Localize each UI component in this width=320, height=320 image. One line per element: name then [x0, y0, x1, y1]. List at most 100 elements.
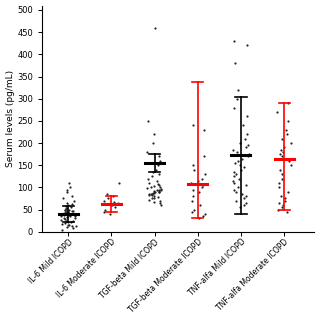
Point: [66, 222, 71, 228]
Point: [203, 172, 208, 177]
Point: [61, 210, 66, 215]
Point: [112, 205, 117, 210]
Point: [280, 136, 285, 141]
Point: [239, 191, 244, 196]
Point: [283, 127, 288, 132]
Point: [275, 109, 280, 115]
Point: [159, 186, 164, 191]
Point: [276, 156, 281, 161]
Point: [200, 185, 205, 190]
Point: [62, 220, 67, 225]
Point: [200, 176, 205, 181]
Point: [157, 200, 163, 205]
Point: [145, 176, 150, 181]
Point: [242, 165, 247, 170]
Point: [243, 183, 248, 188]
Point: [102, 198, 107, 203]
Point: [66, 210, 71, 215]
Point: [65, 209, 70, 214]
Point: [190, 163, 195, 168]
Point: [59, 227, 64, 232]
Point: [147, 180, 152, 186]
Point: [275, 207, 280, 212]
Point: [112, 202, 117, 207]
Point: [72, 214, 77, 219]
Point: [62, 207, 67, 212]
Point: [245, 43, 250, 48]
Point: [245, 154, 251, 159]
Point: [145, 118, 150, 124]
Point: [282, 196, 287, 201]
Point: [280, 172, 285, 177]
Point: [244, 114, 249, 119]
Point: [146, 197, 151, 202]
Point: [190, 123, 196, 128]
Point: [231, 169, 236, 174]
Point: [108, 212, 113, 217]
Point: [279, 205, 284, 210]
Point: [73, 213, 78, 218]
Point: [236, 158, 241, 163]
Point: [241, 196, 246, 201]
Point: [73, 223, 78, 228]
Point: [284, 132, 289, 137]
Point: [64, 200, 69, 205]
Point: [66, 212, 71, 217]
Point: [149, 192, 155, 197]
Point: [58, 214, 63, 219]
Point: [188, 180, 193, 186]
Point: [69, 224, 74, 229]
Point: [156, 195, 161, 200]
Point: [152, 199, 157, 204]
Point: [148, 185, 154, 190]
Point: [244, 132, 249, 137]
Point: [67, 213, 72, 218]
Point: [61, 215, 66, 220]
Point: [235, 87, 240, 92]
Point: [285, 189, 291, 194]
Point: [231, 180, 236, 186]
Point: [72, 216, 77, 221]
Y-axis label: Serum levels (pg/mL): Serum levels (pg/mL): [5, 70, 14, 167]
Point: [233, 172, 238, 177]
Point: [151, 191, 156, 196]
Point: [232, 174, 237, 179]
Point: [244, 200, 249, 205]
Point: [200, 214, 205, 219]
Point: [59, 218, 64, 223]
Point: [157, 172, 162, 177]
Point: [236, 176, 241, 181]
Point: [156, 190, 161, 195]
Point: [235, 96, 240, 101]
Point: [285, 100, 291, 106]
Point: [116, 180, 121, 186]
Point: [159, 203, 164, 208]
Point: [277, 152, 283, 157]
Point: [244, 145, 249, 150]
Point: [112, 199, 117, 204]
Point: [156, 189, 162, 194]
Point: [63, 205, 68, 210]
Point: [189, 198, 195, 203]
Point: [231, 105, 236, 110]
Point: [202, 127, 207, 132]
Point: [281, 149, 286, 155]
Point: [151, 196, 156, 201]
Point: [147, 191, 152, 196]
Point: [279, 176, 284, 181]
Point: [68, 185, 73, 190]
Point: [66, 180, 71, 186]
Point: [105, 191, 110, 196]
Point: [64, 218, 69, 223]
Point: [151, 169, 156, 174]
Point: [61, 212, 67, 217]
Point: [63, 208, 68, 213]
Point: [233, 160, 238, 165]
Point: [102, 207, 108, 212]
Point: [191, 207, 196, 212]
Point: [152, 184, 157, 189]
Point: [149, 196, 154, 201]
Point: [66, 220, 71, 225]
Point: [101, 209, 106, 214]
Point: [196, 189, 202, 194]
